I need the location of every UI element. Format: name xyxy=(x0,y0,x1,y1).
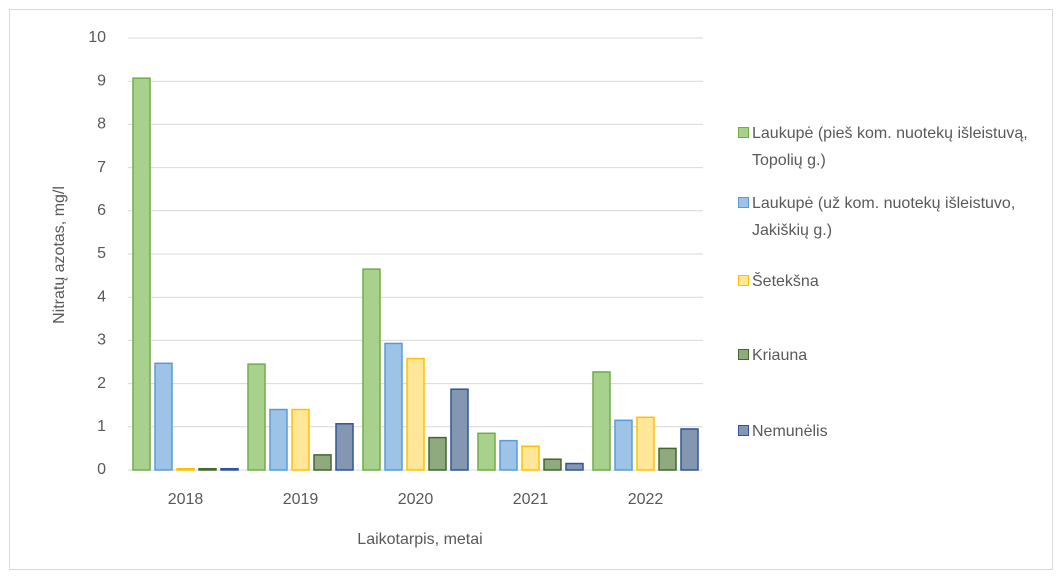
bar xyxy=(592,371,611,471)
y-tick-label: 0 xyxy=(97,461,106,478)
bar xyxy=(450,388,469,471)
legend-label: Šetekšna xyxy=(752,273,819,290)
legend-swatch xyxy=(738,275,749,286)
legend-entry: Laukupė (už kom. nuotekų išleistuvo, Jak… xyxy=(738,190,1028,244)
y-tick-label: 3 xyxy=(97,332,106,349)
bar xyxy=(384,342,403,471)
bar xyxy=(565,462,584,471)
bar xyxy=(636,416,655,471)
bar xyxy=(220,467,239,471)
y-tick-label: 10 xyxy=(88,29,106,46)
x-tick-label: 2022 xyxy=(628,491,664,508)
legend-entry: Laukupė (pieš kom. nuotekų išleistuvą, T… xyxy=(738,120,1028,174)
bar xyxy=(154,362,173,471)
x-tick-label: 2018 xyxy=(168,491,204,508)
legend-swatch xyxy=(738,425,749,436)
y-tick-label: 7 xyxy=(97,159,106,176)
legend-label: Laukupė (pieš kom. nuotekų išleistuvą, T… xyxy=(752,125,1028,169)
bar xyxy=(132,77,151,471)
x-axis-label: Laikotarpis, metai xyxy=(357,531,482,548)
bar xyxy=(335,423,354,471)
legend-swatch xyxy=(738,127,749,138)
y-tick-label: 4 xyxy=(97,288,106,305)
bar xyxy=(269,408,288,471)
legend-entry: Kriauna xyxy=(738,342,1028,369)
y-tick-label: 6 xyxy=(97,202,106,219)
bar xyxy=(499,439,518,471)
bar xyxy=(428,436,447,471)
bar xyxy=(247,363,266,471)
y-tick-label: 1 xyxy=(97,418,106,435)
legend-swatch xyxy=(738,349,749,360)
y-tick-label: 8 xyxy=(97,116,106,133)
bar xyxy=(680,428,699,471)
legend-entry: Šetekšna xyxy=(738,268,1028,295)
legend-entry: Nemunėlis xyxy=(738,418,1028,445)
y-tick-label: 9 xyxy=(97,72,106,89)
chart-border xyxy=(9,9,1053,570)
bar xyxy=(313,454,332,471)
bar xyxy=(406,357,425,471)
x-tick-label: 2019 xyxy=(283,491,319,508)
bar xyxy=(176,467,195,471)
bar xyxy=(543,458,562,471)
bar xyxy=(362,268,381,471)
bar xyxy=(658,447,677,471)
bar xyxy=(521,445,540,471)
legend-label: Nemunėlis xyxy=(752,423,828,440)
legend-label: Kriauna xyxy=(752,347,808,364)
y-axis-label: Nitratų azotas, mg/l xyxy=(51,186,68,324)
y-tick-label: 2 xyxy=(97,375,106,392)
bar xyxy=(198,467,217,471)
bar xyxy=(291,408,310,471)
bar xyxy=(614,419,633,471)
x-tick-label: 2020 xyxy=(398,491,434,508)
bar xyxy=(477,432,496,471)
x-tick-label: 2021 xyxy=(513,491,549,508)
legend-label: Laukupė (už kom. nuotekų išleistuvo, Jak… xyxy=(752,195,1016,239)
legend-swatch xyxy=(738,197,749,208)
y-tick-label: 5 xyxy=(97,245,106,262)
